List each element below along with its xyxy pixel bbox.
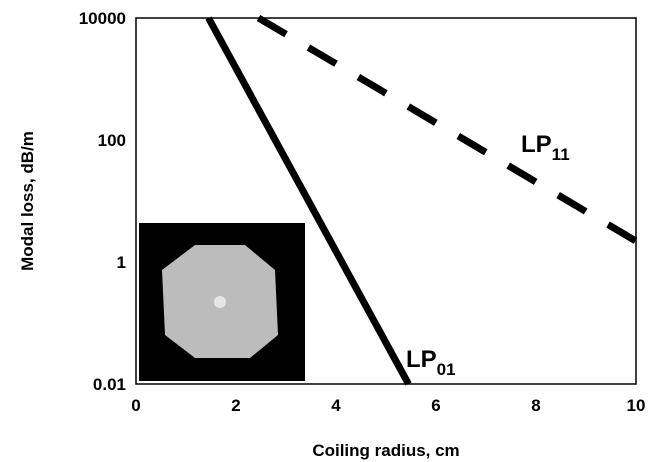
series-line-lp01 [205,16,412,386]
x-axis-ticks: 0 2 4 6 8 10 [131,396,645,415]
y-tick-label: 0.01 [93,375,126,394]
y-axis-ticks: 0.01 1 100 10000 [79,9,126,394]
series-line-lp11 [256,14,638,245]
x-tick-label: 10 [627,396,646,415]
series-label-lp01: LP01 [406,346,456,379]
series-label-lp11: LP11 [521,131,570,164]
y-tick-label: 1 [117,253,126,272]
y-tick-label: 100 [98,131,126,150]
fiber-core [214,296,226,308]
x-tick-label: 8 [531,396,540,415]
plot-frame [135,17,637,385]
y-tick-label: 10000 [79,9,126,28]
x-tick-label: 4 [331,396,341,415]
y-axis-label: Modal loss, dB/m [18,131,37,271]
series-group [205,14,638,386]
inset-fiber-image [139,223,305,381]
x-tick-label: 2 [231,396,240,415]
x-tick-label: 0 [131,396,140,415]
x-tick-label: 6 [431,396,440,415]
x-axis-label: Coiling radius, cm [312,441,459,460]
